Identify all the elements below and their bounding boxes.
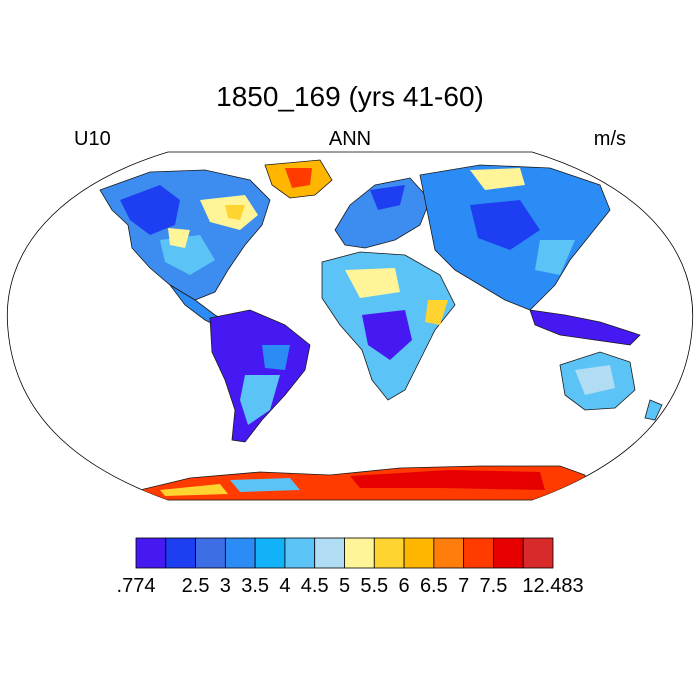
variable-label: U10 — [74, 128, 111, 150]
colorbar-box-6 — [314, 537, 345, 569]
colorbar-box-5 — [284, 537, 316, 569]
colorbar-box-1 — [165, 537, 196, 569]
colorbar-box-10 — [433, 537, 465, 569]
units-label: m/s — [593, 128, 626, 150]
season-label: ANN — [328, 128, 372, 150]
colorbar-tick-label: 2.5 — [182, 575, 210, 597]
colorbar-tick-label: 7.5 — [480, 575, 508, 597]
new-zealand-landmass — [644, 399, 663, 421]
colorbar-tick-label: 12.483 — [522, 575, 583, 597]
colorbar-box-0 — [135, 537, 167, 569]
colorbar-box-7 — [344, 537, 375, 569]
colorbar-box-9 — [403, 537, 435, 569]
colorbar-box-8 — [373, 537, 405, 569]
colorbar: .774 2.5 3 3.5 4 4.5 5 5.5 6 6.5 7 7.5 12.483 — [117, 537, 584, 597]
colorbar-box-13 — [522, 537, 554, 569]
colorbar-tick-label: 6.5 — [420, 575, 448, 597]
colorbar-tick-label: 5.5 — [360, 575, 388, 597]
southeast-asia-islands — [529, 309, 641, 346]
colorbar-box-11 — [463, 537, 494, 569]
colorbar-tick-label: 7 — [458, 575, 469, 597]
colorbar-tick-label: .774 — [117, 575, 156, 597]
colorbar-tick-label: 5 — [339, 575, 350, 597]
colorbar-tick-label: 4.5 — [301, 575, 329, 597]
colorbar-box-3 — [224, 537, 256, 569]
colorbar-box-2 — [195, 537, 226, 569]
world-map — [6, 151, 694, 501]
colorbar-tick-label: 4 — [279, 575, 290, 597]
colorbar-tick-label: 6 — [399, 575, 410, 597]
plot-title: 1850_169 (yrs 41-60) — [216, 81, 484, 112]
colorbar-box-4 — [254, 537, 286, 569]
colorbar-box-12 — [493, 537, 524, 569]
colorbar-tick-label: 3.5 — [241, 575, 269, 597]
colorbar-tick-label: 3 — [220, 575, 231, 597]
europe-landmass — [334, 177, 431, 249]
